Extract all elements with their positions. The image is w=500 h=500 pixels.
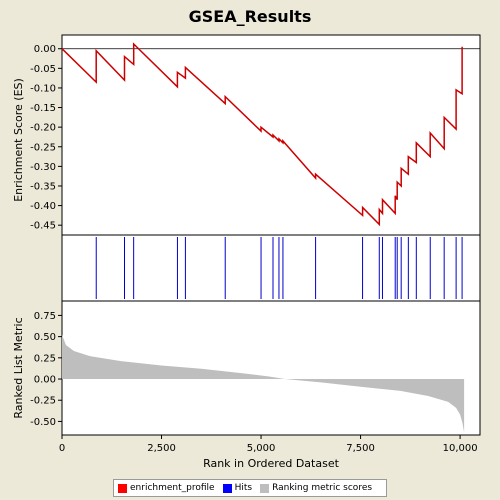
x-tick-label: 2,500: [147, 443, 176, 454]
ranking-metric-area: [62, 334, 465, 433]
rank-y-tick-label: -0.50: [30, 417, 56, 428]
es-y-tick-label: -0.15: [30, 103, 56, 114]
es-y-tick-label: -0.10: [30, 83, 56, 94]
es-y-tick-label: -0.05: [30, 64, 56, 75]
enrichment-profile-line: [61, 42, 463, 227]
legend-item-hits: Hits: [222, 483, 253, 493]
es-y-tick-label: -0.40: [30, 201, 56, 212]
es-y-tick-label: -0.20: [30, 123, 56, 134]
rank-y-tick-label: 0.75: [34, 311, 56, 322]
legend-swatch-enrichment-profile: [118, 483, 127, 493]
legend-item-enrichment-profile: enrichment_profile: [118, 483, 215, 493]
es-y-tick-label: -0.35: [30, 181, 56, 192]
legend-label-enrichment-profile: enrichment_profile: [130, 483, 215, 493]
es-y-tick-label: -0.45: [30, 221, 56, 232]
rank-y-tick-label: 0.00: [34, 375, 56, 386]
x-tick-label: 10,000: [443, 443, 478, 454]
rank-y-tick-label: -0.25: [30, 396, 56, 407]
es-y-tick-label: -0.30: [30, 162, 56, 173]
chart-legend: enrichment_profile Hits Ranking metric s…: [113, 479, 387, 497]
chart-title: GSEA_Results: [189, 7, 312, 26]
legend-label-ranking-metric-scores: Ranking metric scores: [272, 483, 373, 493]
rank-y-tick-label: 0.25: [34, 353, 56, 364]
enrichment-y-axis-label: Enrichment Score (ES): [12, 78, 25, 202]
rank-y-tick-label: 0.50: [34, 332, 56, 343]
x-tick-label: 5,000: [247, 443, 276, 454]
legend-swatch-ranking-metric-scores: [260, 483, 270, 493]
legend-label-hits: Hits: [234, 483, 253, 493]
x-tick-label: 7,500: [346, 443, 375, 454]
ranking-y-axis-label: Ranked List Metric: [12, 317, 25, 418]
es-y-tick-label: -0.25: [30, 142, 56, 153]
legend-swatch-hits: [222, 483, 232, 493]
hits-plot-area: [61, 234, 481, 302]
x-axis-label: Rank in Ordered Dataset: [203, 457, 340, 470]
es-y-tick-label: 0.00: [34, 44, 56, 55]
x-tick-label: 0: [59, 443, 65, 454]
legend-item-ranking-metric-scores: Ranking metric scores: [260, 483, 372, 493]
